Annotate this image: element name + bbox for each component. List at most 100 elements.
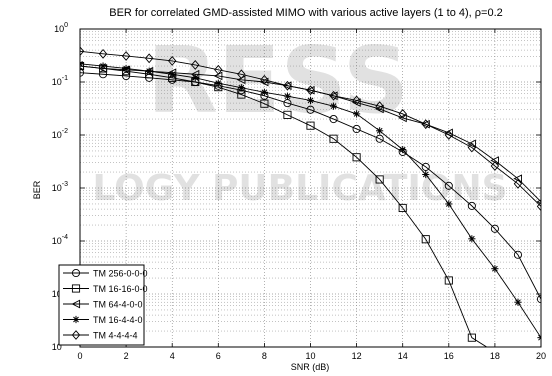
- y-tick-label: 10-1: [52, 75, 68, 87]
- legend-marker: [71, 284, 81, 293]
- data-point: [490, 224, 499, 233]
- data-point: [421, 235, 430, 244]
- data-point: [422, 170, 430, 179]
- series-layer: [80, 46, 541, 347]
- x-tick-label: 12: [352, 351, 362, 361]
- data-point: [398, 109, 407, 119]
- data-point: [168, 70, 176, 78]
- data-point: [536, 201, 541, 212]
- data-point: [329, 102, 338, 110]
- y-tick-label: 100: [54, 22, 68, 34]
- y-axis-label: BER: [32, 180, 42, 199]
- data-point: [260, 88, 268, 96]
- data-point: [513, 178, 523, 189]
- series-tm-16-16-0-0: [80, 61, 488, 347]
- chart-title: BER for correlated GMD-assisted MIMO wit…: [109, 7, 503, 19]
- legend-label: TM 64-4-0-0: [93, 300, 143, 310]
- legend-marker: [71, 330, 81, 340]
- data-point: [168, 56, 177, 66]
- data-point: [353, 110, 361, 118]
- data-point: [214, 64, 223, 75]
- data-point: [260, 74, 269, 85]
- series-tm-16-4-4-0: [80, 60, 541, 342]
- data-point: [352, 95, 361, 106]
- data-point: [375, 175, 384, 184]
- x-tick-label: 10: [305, 351, 315, 361]
- x-tick-label: 8: [262, 351, 267, 361]
- data-point: [444, 181, 453, 190]
- series-line: [80, 72, 541, 300]
- data-point: [306, 96, 315, 104]
- watermark-middle: LOGY PUBLICATIONS: [92, 168, 507, 209]
- data-point: [444, 130, 453, 140]
- data-point: [80, 46, 85, 57]
- legend-label: TM 16-4-4-0: [93, 315, 143, 325]
- data-point: [421, 119, 430, 130]
- legend-label: TM 16-16-0-0: [93, 284, 148, 294]
- data-point: [467, 201, 476, 210]
- data-point: [306, 121, 315, 130]
- data-point: [398, 203, 407, 213]
- data-point: [306, 105, 315, 114]
- legend: TM 256-0-0-0 TM 16-16-0-0 TM 64-4-0-0 TM 16…: [58, 264, 148, 346]
- data-point: [467, 139, 476, 149]
- data-point: [80, 61, 85, 71]
- x-tick-label: 4: [170, 351, 175, 361]
- data-point: [468, 235, 476, 243]
- x-axis-label: SNR (dB): [291, 362, 330, 372]
- data-point: [99, 62, 107, 70]
- legend-label: TM 4-4-4-4: [93, 331, 138, 341]
- data-point: [283, 80, 292, 91]
- data-point: [444, 276, 453, 285]
- data-point: [376, 127, 384, 135]
- data-point: [145, 67, 153, 75]
- data-point: [421, 162, 430, 171]
- x-tick-label: 16: [444, 351, 454, 361]
- data-point: [375, 134, 384, 143]
- data-point: [260, 99, 269, 108]
- y-tick-label: 10-4: [52, 234, 68, 246]
- data-point: [122, 71, 131, 81]
- data-point: [144, 53, 154, 64]
- data-point: [513, 174, 522, 183]
- legend-marker: [71, 299, 81, 309]
- data-point: [467, 142, 477, 153]
- data-point: [445, 200, 453, 208]
- legend-marker: [72, 315, 80, 324]
- data-point: [98, 48, 108, 59]
- legend-marker: [71, 268, 81, 278]
- data-point: [399, 146, 407, 154]
- data-point: [398, 113, 407, 123]
- data-point: [283, 110, 292, 119]
- data-point: [329, 90, 338, 101]
- data-point: [513, 250, 523, 259]
- x-tick-label: 6: [216, 351, 221, 361]
- data-point: [536, 295, 541, 304]
- data-point: [467, 333, 476, 342]
- y-tick-label: 10-3: [52, 181, 68, 193]
- data-point: [375, 101, 384, 112]
- data-point: [283, 92, 292, 100]
- data-point: [237, 84, 245, 92]
- series-tm-4-4-4-4: [80, 46, 541, 212]
- data-point: [80, 60, 84, 68]
- data-point: [214, 79, 222, 87]
- data-point: [191, 74, 199, 82]
- data-point: [491, 265, 499, 273]
- series-line: [80, 65, 488, 347]
- data-point: [352, 124, 361, 134]
- data-point: [329, 114, 338, 124]
- y-tick-label: 10-2: [52, 128, 68, 140]
- data-point: [191, 60, 200, 70]
- data-point: [237, 69, 246, 80]
- data-point: [329, 134, 338, 143]
- x-tick-label: 0: [77, 351, 82, 361]
- x-tick-label: 14: [398, 351, 408, 361]
- legend-box: [58, 264, 145, 346]
- x-tick-label: 18: [490, 351, 500, 361]
- x-tick-label: 20: [536, 351, 546, 361]
- data-point: [122, 64, 130, 73]
- data-point: [537, 334, 541, 342]
- legend-label: TM 256-0-0-0: [93, 269, 148, 279]
